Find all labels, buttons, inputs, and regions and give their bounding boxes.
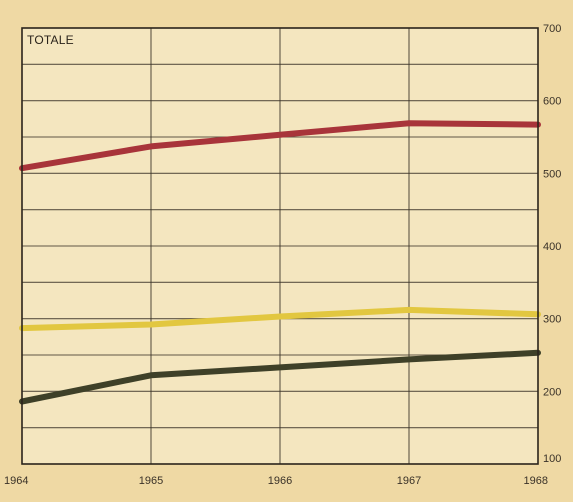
series-line-2: [19, 306, 541, 332]
y-axis-ticks: 100 200 300 400 500 600 700: [543, 23, 561, 465]
series-line-1: [19, 120, 541, 172]
y-tick-label: 700: [543, 23, 561, 35]
x-tick-label: 1968: [524, 475, 548, 487]
data-series: [19, 120, 541, 405]
y-tick-label: 400: [543, 241, 561, 253]
x-tick-label: 1967: [397, 475, 421, 487]
y-tick-label: 500: [543, 168, 561, 180]
y-tick-label: 200: [543, 386, 561, 398]
plot-frame: [21, 27, 539, 465]
panel-label: TOTALE: [27, 33, 74, 47]
y-tick-label: 300: [543, 314, 561, 326]
y-tick-label: 600: [543, 96, 561, 108]
x-axis-ticks: 1964 1965 1966 1967 1968: [4, 475, 548, 487]
x-tick-label: 1964: [4, 475, 28, 487]
x-tick-label: 1965: [139, 475, 163, 487]
plot-border: [21, 27, 539, 465]
x-tick-label: 1966: [268, 475, 292, 487]
series-line-3: [19, 349, 541, 405]
grid-lines: [22, 28, 538, 464]
y-tick-label: 100: [543, 453, 561, 465]
